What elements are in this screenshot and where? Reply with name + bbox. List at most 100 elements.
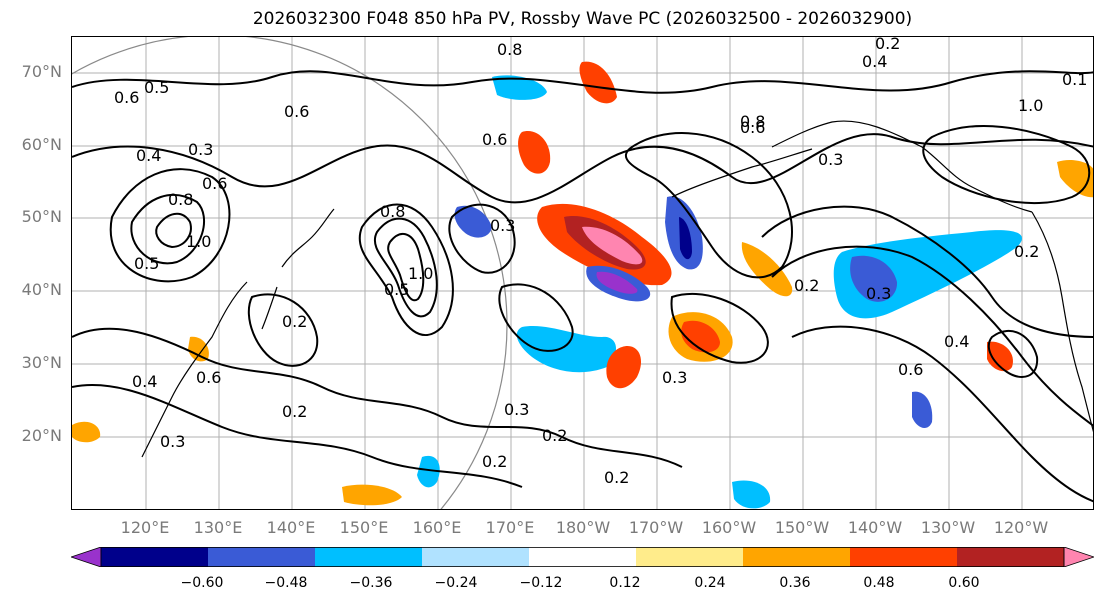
contour-label: 0.6 [202,174,227,193]
colorbar-segment [957,547,1065,567]
lon-label-160e: 160°E [412,518,462,537]
lon-label-140w: 140°W [847,518,903,537]
contour-label: 0.6 [196,368,221,387]
contour-label: 0.8 [497,40,522,59]
lon-label-150w: 150°W [774,518,830,537]
lon-label-170w: 170°W [628,518,684,537]
lat-label-40n: 40°N [21,280,62,299]
colorbar-tick: 0.60 [948,575,980,591]
north-america-coast [1031,211,1093,433]
colorbar-segment [101,547,209,567]
anomaly-blue-south [516,325,617,373]
pv-contours [72,70,1093,503]
contour-labels: 0.8 0.2 0.4 0.6 0.5 0.6 0.3 0.4 0.6 0.8 … [114,37,1087,487]
lon-label-130w: 130°W [920,518,976,537]
contour-label: 0.3 [160,432,185,451]
contour-label: 0.3 [866,284,891,303]
contour-label: 0.2 [542,426,567,445]
anomaly-orange-w-pac [72,421,101,443]
contour-label: 0.6 [482,130,507,149]
anomaly-orange-japan [188,336,209,362]
anomaly-blue-kuroshio [454,205,492,238]
anomaly-orange-east [741,242,793,297]
contour-label: 0.4 [944,332,969,351]
contour-label: 0.8 [168,190,193,209]
lon-label-120e: 120°E [120,518,170,537]
contour-label: 0.2 [1014,242,1039,261]
lon-label-180w: 180°W [555,518,611,537]
colorbar-tick: 0.48 [863,575,895,591]
colorbar-segment [208,547,316,567]
contour-label: 0.5 [384,280,409,299]
lat-label-60n: 60°N [21,135,62,154]
colorbar-tick: −0.48 [264,575,308,591]
coastlines [141,120,1093,458]
contour-label: 0.8 [380,202,405,221]
anomaly-orange-north [518,131,551,174]
colorbar-extend-high [1063,546,1096,568]
lon-label-120w: 120°W [993,518,1049,537]
contour-label: 0.6 [284,102,309,121]
lon-label-150e: 150°E [339,518,389,537]
map-panel: 0.8 0.2 0.4 0.6 0.5 0.6 0.3 0.4 0.6 0.8 … [71,36,1094,510]
colorbar-segment [315,547,423,567]
contour-label: 0.6 [114,88,139,107]
map-title: 2026032300 F048 850 hPa PV, Rossby Wave … [252,9,913,29]
colorbar-segment [422,547,530,567]
reference-circle [72,37,508,509]
colorbar [69,546,1096,571]
japan-coast [261,208,335,330]
colorbar-segment [743,547,851,567]
contour-label: 0.4 [136,146,161,165]
anomaly-blue-south-2 [417,455,440,488]
lat-label-50n: 50°N [21,207,62,226]
colorbar-tick: 0.36 [779,575,811,591]
contour-label: 0.3 [662,368,687,387]
anomaly-orange-hawaii [606,346,642,389]
contour-label: 0.5 [144,78,169,97]
contour-label: 0.4 [132,372,157,391]
anomaly-blue-arctic [492,75,547,100]
contour-label: 1.0 [408,264,433,283]
contour-label: 0.1 [1062,70,1087,89]
contour-label: 0.5 [134,254,159,273]
contour-label: 0.2 [794,276,819,295]
contour-label: 0.3 [818,150,843,169]
contour-label: 1.0 [186,232,211,251]
lon-label-140e: 140°E [266,518,316,537]
colorbar-segment [850,547,958,567]
contour-label: 0.2 [875,37,900,53]
contour-label: 0.4 [862,52,887,71]
aleutians [671,148,813,198]
anomaly-blue-mexico [912,391,933,429]
contour-label: 0.2 [282,312,307,331]
lon-label-160w: 160°W [701,518,757,537]
anomaly-blue-tropics [732,480,771,509]
colorbar-tick: −0.36 [349,575,393,591]
colorbar-tick: −0.12 [519,575,563,591]
colorbar-tick: −0.24 [434,575,478,591]
contour-label: 0.2 [282,402,307,421]
anomaly-orange-socal [987,341,1013,372]
alaska-coast [771,120,1033,213]
asia-coast [141,281,248,458]
contour-label: 1.0 [1018,96,1043,115]
colorbar-extend-low [69,546,102,568]
colorbar-segment [636,547,744,567]
colorbar-tick: 0.12 [609,575,641,591]
lon-label-170e: 170°E [485,518,535,537]
lat-label-20n: 20°N [21,426,62,445]
contour-label: 0.3 [490,216,515,235]
contour-label: 0.6 [898,360,923,379]
lon-label-130e: 130°E [193,518,243,537]
colorbar-frame [100,547,1065,567]
colorbar-tick: 0.24 [694,575,726,591]
contour-label: 0.2 [604,468,629,487]
contour-label: 0.3 [188,140,213,159]
anomaly-orange-south [342,484,402,506]
contour-label: 0.3 [504,400,529,419]
colorbar-segment [529,547,637,567]
lat-label-30n: 30°N [21,353,62,372]
contour-label: 0.6 [740,118,765,137]
shaded-anomalies [72,61,1093,509]
